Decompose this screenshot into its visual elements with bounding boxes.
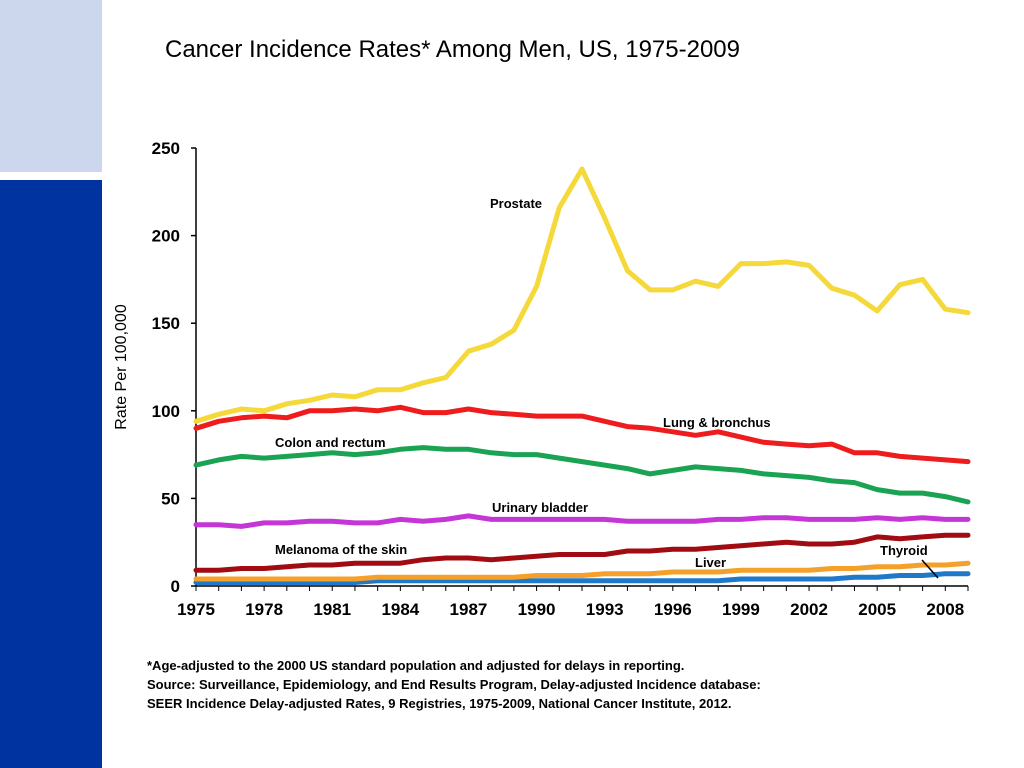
series-label: Prostate xyxy=(490,196,542,211)
x-tick-label: 2005 xyxy=(858,600,896,619)
y-tick-label: 100 xyxy=(152,402,180,421)
y-tick-label: 200 xyxy=(152,227,180,246)
decor-bar-dark xyxy=(0,180,102,768)
source-line: SEER Incidence Delay-adjusted Rates, 9 R… xyxy=(147,696,732,711)
decor-bar-light xyxy=(0,0,102,172)
y-tick-label: 250 xyxy=(152,139,180,158)
footnote: *Age-adjusted to the 2000 US standard po… xyxy=(147,656,761,713)
series-label: Lung & bronchus xyxy=(663,415,771,430)
series-label: Colon and rectum xyxy=(275,435,386,450)
thyroid-leader-line xyxy=(921,559,939,579)
x-tick-label: 1978 xyxy=(245,600,283,619)
series-line-urinary-bladder xyxy=(193,513,971,529)
series-label: Thyroid xyxy=(880,543,928,558)
series-label: Liver xyxy=(695,555,726,570)
y-tick-label: 0 xyxy=(171,577,180,596)
x-tick-label: 1987 xyxy=(450,600,488,619)
series-label: Melanoma of the skin xyxy=(275,542,407,557)
x-tick-label: 1981 xyxy=(313,600,351,619)
chart-title: Cancer Incidence Rates* Among Men, US, 1… xyxy=(165,36,741,63)
y-tick-label: 50 xyxy=(161,489,180,508)
x-tick-label: 1975 xyxy=(177,600,215,619)
x-tick-label: 2002 xyxy=(790,600,828,619)
x-tick-label: 1990 xyxy=(518,600,556,619)
x-tick-label: 2008 xyxy=(926,600,964,619)
y-axis-title: Rate Per 100,000 xyxy=(113,304,130,430)
footnote-line: *Age-adjusted to the 2000 US standard po… xyxy=(147,658,685,673)
series-line-melanoma-of-the-skin xyxy=(193,532,971,573)
series-line-colon-and-rectum xyxy=(193,445,971,505)
line-chart: 0 50 100 150 200 250 1975 1978 1981 1984 1987 1990 1… xyxy=(113,139,971,619)
x-tick-label: 1993 xyxy=(586,600,624,619)
series-line-lung-bronchus xyxy=(193,404,971,465)
x-tick-label: 1999 xyxy=(722,600,760,619)
x-tick-label: 1996 xyxy=(654,600,692,619)
y-tick-label: 150 xyxy=(152,314,180,333)
series-label: Urinary bladder xyxy=(492,500,588,515)
source-line: Source: Surveillance, Epidemiology, and … xyxy=(147,677,761,692)
series-line-liver xyxy=(193,560,971,582)
series-line-prostate xyxy=(193,166,971,424)
series-line-thyroid xyxy=(193,571,971,585)
x-tick-label: 1984 xyxy=(381,600,419,619)
